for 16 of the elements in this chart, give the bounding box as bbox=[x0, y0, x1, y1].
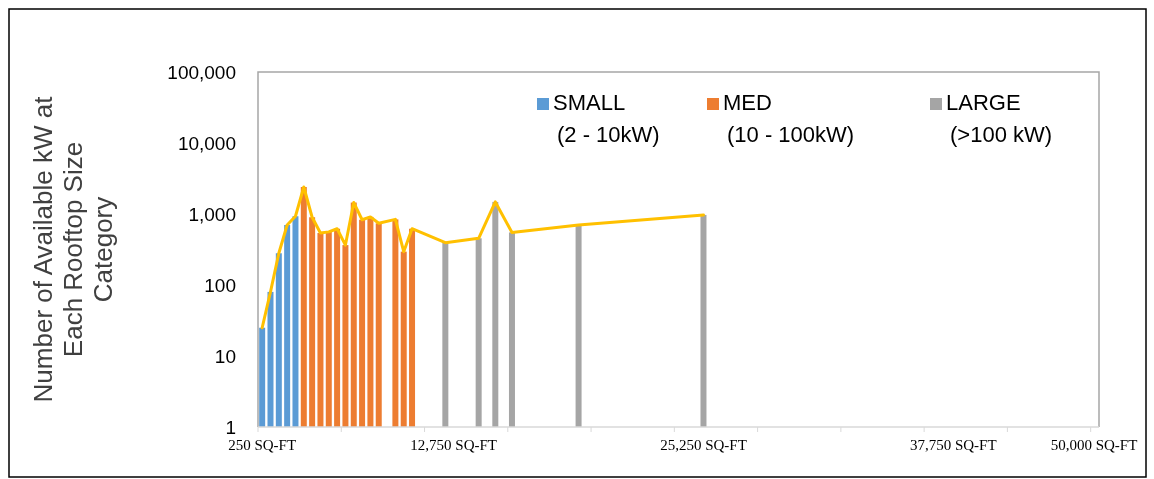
y-tick-label: 10 bbox=[214, 346, 236, 367]
x-tick-label: 250 SQ-FT bbox=[228, 437, 297, 453]
y-tick-label: 10,000 bbox=[177, 133, 236, 154]
legend-label: MED (10 - 100kW) bbox=[723, 90, 855, 147]
x-tick-label: 37,750 SQ-FT bbox=[909, 437, 997, 453]
legend-label: LARGE (>100 kW) bbox=[946, 90, 1053, 147]
y-tick-label: 1,000 bbox=[188, 204, 236, 225]
y-axis-title: Number of Available kW at Each Rooftop Size Category bbox=[28, 95, 118, 403]
y-tick-label: 1 bbox=[225, 417, 236, 438]
x-tick-label: 25,250 SQ-FT bbox=[660, 437, 747, 453]
y-tick-label: 100,000 bbox=[167, 62, 236, 83]
legend-label: SMALL (2 - 10kW) bbox=[553, 90, 660, 147]
y-tick-label: 100 bbox=[204, 275, 236, 296]
x-tick-label: 50,000 SQ-FT bbox=[1050, 437, 1138, 453]
x-tick-label: 12,750 SQ-FT bbox=[410, 437, 498, 453]
line-series bbox=[260, 185, 705, 330]
